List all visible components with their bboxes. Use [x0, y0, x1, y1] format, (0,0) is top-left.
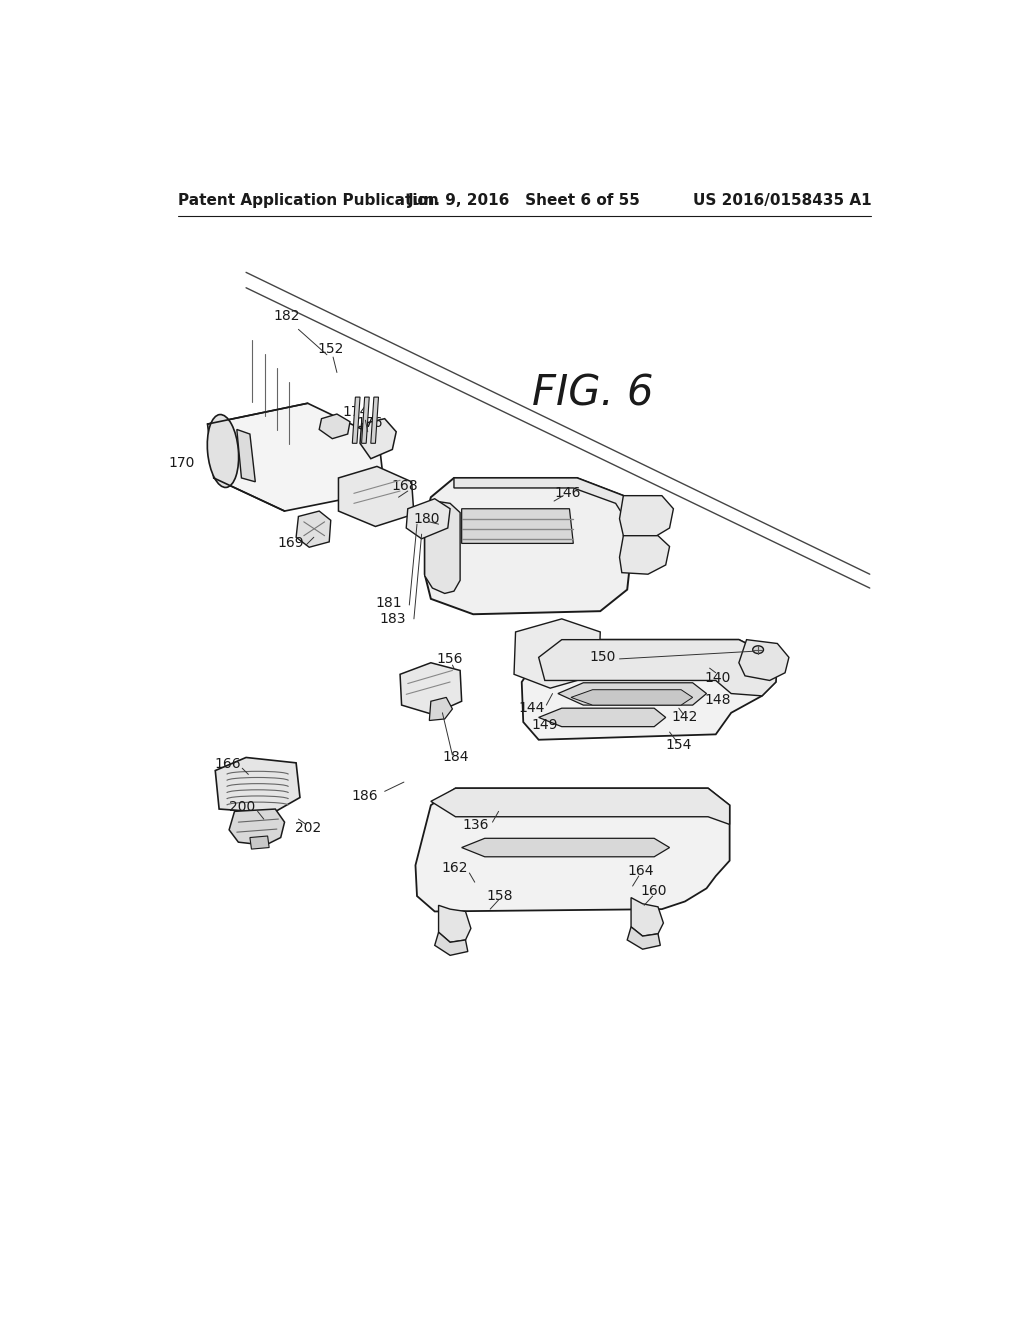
Text: 202: 202	[295, 821, 321, 836]
Text: 186: 186	[352, 789, 379, 803]
Polygon shape	[628, 927, 660, 949]
Polygon shape	[514, 619, 600, 688]
Polygon shape	[319, 414, 350, 438]
Polygon shape	[429, 697, 453, 721]
Polygon shape	[539, 640, 777, 696]
Polygon shape	[339, 466, 414, 527]
Polygon shape	[215, 758, 300, 813]
Text: 183: 183	[380, 612, 407, 626]
Polygon shape	[208, 404, 385, 511]
Text: 136: 136	[462, 818, 488, 832]
Polygon shape	[462, 838, 670, 857]
Text: 182: 182	[273, 309, 300, 323]
Polygon shape	[539, 708, 666, 726]
Text: 160: 160	[641, 884, 668, 899]
Text: 158: 158	[486, 890, 513, 903]
Text: 170: 170	[169, 455, 196, 470]
Ellipse shape	[753, 645, 764, 653]
Polygon shape	[237, 429, 255, 482]
Text: 142: 142	[672, 710, 698, 725]
Polygon shape	[631, 898, 664, 936]
Polygon shape	[425, 502, 460, 594]
Polygon shape	[250, 836, 269, 849]
Text: 181: 181	[375, 597, 401, 610]
Text: 144: 144	[518, 701, 545, 715]
Polygon shape	[352, 397, 360, 444]
Text: 140: 140	[705, 671, 730, 685]
Text: 176: 176	[356, 416, 383, 430]
Polygon shape	[571, 689, 692, 705]
Text: 148: 148	[705, 693, 730, 706]
Polygon shape	[521, 640, 777, 739]
Ellipse shape	[207, 414, 239, 487]
Text: FIG. 6: FIG. 6	[531, 372, 653, 414]
Polygon shape	[360, 418, 396, 459]
Text: 200: 200	[229, 800, 255, 813]
Text: 169: 169	[278, 536, 304, 550]
Text: 162: 162	[441, 862, 468, 875]
Text: 184: 184	[442, 751, 469, 764]
Polygon shape	[361, 397, 370, 444]
Text: 174: 174	[342, 405, 369, 420]
Polygon shape	[438, 906, 471, 942]
Text: 168: 168	[391, 479, 418, 492]
Polygon shape	[454, 478, 635, 521]
Text: 152: 152	[317, 342, 344, 356]
Polygon shape	[400, 663, 462, 714]
Polygon shape	[462, 508, 573, 544]
Polygon shape	[620, 536, 670, 574]
Text: 166: 166	[214, 756, 241, 771]
Polygon shape	[620, 496, 674, 537]
Polygon shape	[435, 932, 468, 956]
Text: 164: 164	[627, 865, 653, 878]
Text: 150: 150	[589, 651, 615, 664]
Text: Jun. 9, 2016   Sheet 6 of 55: Jun. 9, 2016 Sheet 6 of 55	[409, 193, 641, 209]
Text: Patent Application Publication: Patent Application Publication	[178, 193, 439, 209]
Text: 149: 149	[531, 718, 558, 733]
Polygon shape	[431, 788, 730, 825]
Text: 146: 146	[555, 486, 582, 500]
Polygon shape	[425, 478, 635, 614]
Polygon shape	[739, 640, 788, 681]
Polygon shape	[407, 499, 451, 539]
Text: US 2016/0158435 A1: US 2016/0158435 A1	[692, 193, 871, 209]
Text: 156: 156	[437, 652, 463, 665]
Text: 180: 180	[414, 512, 440, 525]
Polygon shape	[416, 788, 730, 911]
Polygon shape	[558, 682, 707, 705]
Polygon shape	[296, 511, 331, 548]
Text: 154: 154	[666, 738, 692, 752]
Polygon shape	[371, 397, 379, 444]
Polygon shape	[229, 809, 285, 845]
